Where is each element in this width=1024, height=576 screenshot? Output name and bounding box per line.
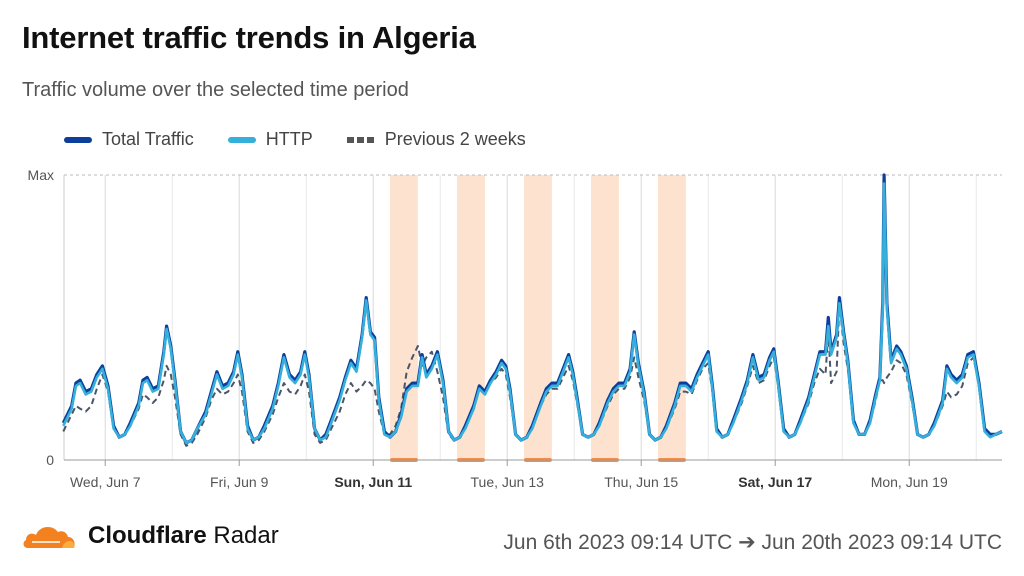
legend-item-previous[interactable]: Previous 2 weeks bbox=[346, 129, 526, 150]
y-tick-label-max: Max bbox=[28, 167, 54, 183]
brand-name-rest: Radar bbox=[206, 522, 279, 549]
legend-swatch-total bbox=[64, 136, 92, 143]
y-tick-label-zero: 0 bbox=[46, 452, 54, 468]
x-tick-label-2: Fri, Jun 9 bbox=[210, 474, 269, 490]
highlight-period-4 bbox=[590, 175, 619, 460]
brand: Cloudflare Radar bbox=[22, 522, 279, 550]
x-tick-label-7: Mon, Jun 19 bbox=[871, 474, 948, 490]
x-tick-label-4: Tue, Jun 13 bbox=[471, 474, 545, 490]
legend-item-http[interactable]: HTTP bbox=[227, 129, 313, 150]
traffic-chart: Max 0 Wed, Jun 7 Fri, Jun 9 Sun, Jun 11 Tue, … bbox=[28, 167, 1003, 490]
x-tick-label-5: Thu, Jun 15 bbox=[604, 474, 678, 490]
chart-title: Internet traffic trends in Algeria bbox=[22, 20, 476, 55]
legend-label-total: Total Traffic bbox=[102, 129, 194, 149]
cloudflare-logo-icon bbox=[23, 526, 75, 548]
x-tick-label-1: Wed, Jun 7 bbox=[70, 474, 141, 490]
brand-name: Cloudflare Radar bbox=[88, 522, 279, 550]
series-line-http bbox=[62, 182, 1003, 445]
x-tick-label-6: Sat, Jun 17 bbox=[738, 474, 812, 490]
legend-item-total[interactable]: Total Traffic bbox=[64, 129, 194, 150]
highlight-period-1 bbox=[389, 175, 418, 460]
x-tick-label-3: Sun, Jun 11 bbox=[334, 474, 412, 490]
chart-legend: Total Traffic HTTP Previous 2 weeks bbox=[64, 129, 560, 150]
highlight-period-3 bbox=[523, 175, 552, 460]
brand-name-strong: Cloudflare bbox=[88, 522, 207, 549]
date-range: Jun 6th 2023 09:14 UTC ➔ Jun 20th 2023 0… bbox=[503, 531, 1002, 554]
legend-label-previous: Previous 2 weeks bbox=[384, 129, 526, 149]
legend-swatch-previous bbox=[346, 136, 375, 143]
legend-swatch-http bbox=[227, 136, 256, 143]
chart-subtitle: Traffic volume over the selected time pe… bbox=[22, 79, 409, 101]
legend-label-http: HTTP bbox=[265, 129, 313, 149]
